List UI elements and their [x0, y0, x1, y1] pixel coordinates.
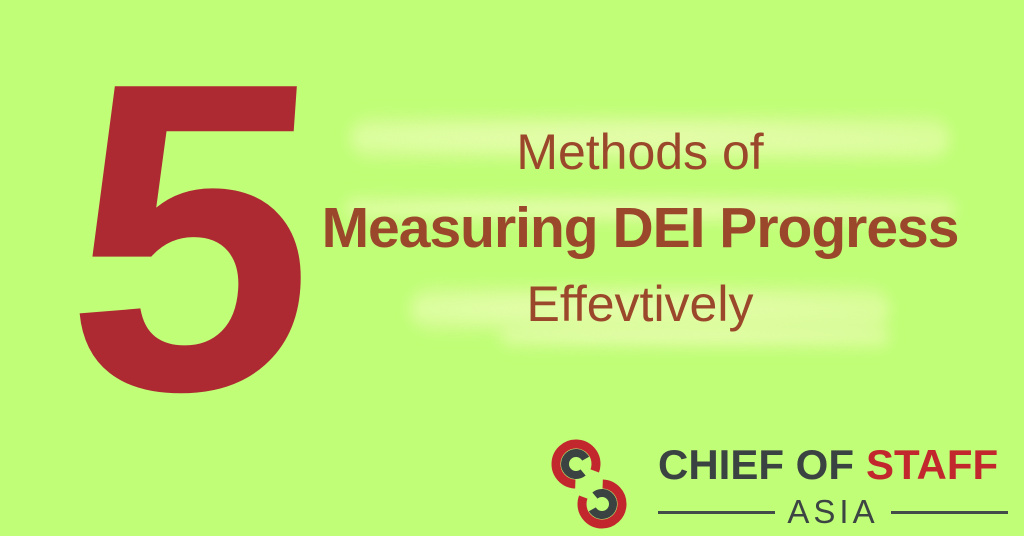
- left-rule: [658, 510, 776, 514]
- headline-line-3: Effevtively: [526, 276, 754, 332]
- headline-line-2: Measuring DEI Progress: [321, 196, 960, 260]
- big-number-5: 5: [54, 0, 334, 483]
- erased-text-artifact: [500, 324, 890, 348]
- headline: Methods of Measuring DEI Progress Effevt…: [300, 114, 980, 342]
- right-rule: [890, 510, 1009, 514]
- brand-region-row: ASIA: [658, 492, 1009, 532]
- brand-wordmark: CHIEF OF STAFF: [658, 441, 998, 489]
- chief-of-staff-logo-icon: [548, 436, 630, 536]
- headline-line-1: Methods of: [516, 124, 764, 180]
- erased-text-artifact: [350, 116, 950, 160]
- erased-text-artifact: [345, 196, 955, 222]
- brand-name-accent: STAFF: [866, 441, 999, 488]
- brand-name-primary: CHIEF OF: [658, 441, 854, 488]
- brand-region-label: ASIA: [787, 493, 879, 530]
